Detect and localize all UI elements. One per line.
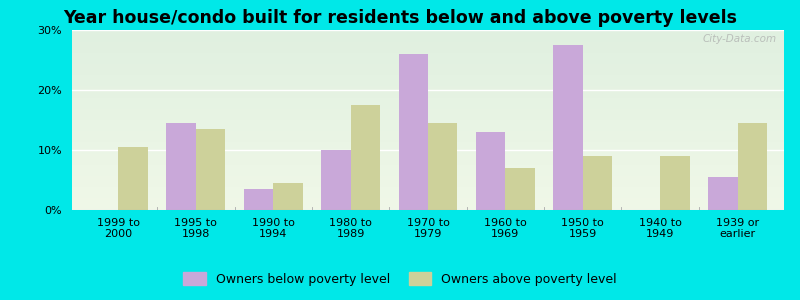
Bar bbox=[322, 150, 350, 210]
Bar bbox=[244, 189, 274, 210]
Bar bbox=[476, 132, 506, 210]
Bar bbox=[708, 177, 738, 210]
Bar bbox=[166, 123, 196, 210]
Bar bbox=[506, 168, 535, 210]
Bar bbox=[428, 123, 458, 210]
Bar bbox=[398, 54, 428, 210]
Bar bbox=[350, 105, 380, 210]
Text: City-Data.com: City-Data.com bbox=[702, 34, 777, 44]
Bar bbox=[660, 156, 690, 210]
Legend: Owners below poverty level, Owners above poverty level: Owners below poverty level, Owners above… bbox=[178, 267, 622, 291]
Bar bbox=[274, 183, 302, 210]
Bar bbox=[118, 147, 148, 210]
Bar bbox=[554, 45, 582, 210]
Bar bbox=[582, 156, 612, 210]
Bar bbox=[738, 123, 767, 210]
Text: Year house/condo built for residents below and above poverty levels: Year house/condo built for residents bel… bbox=[63, 9, 737, 27]
Bar bbox=[196, 129, 226, 210]
